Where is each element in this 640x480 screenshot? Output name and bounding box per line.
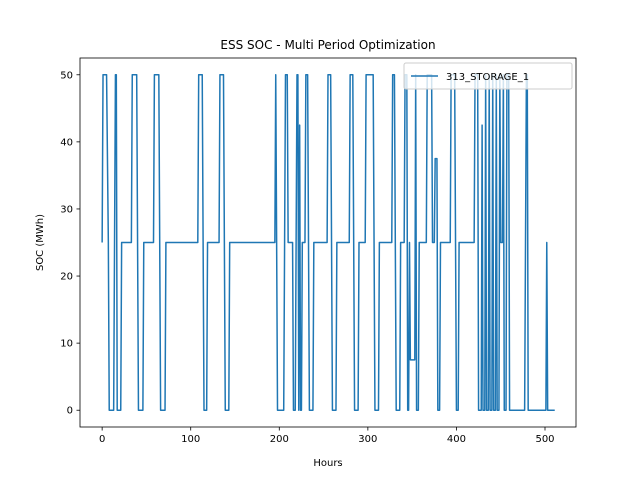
y-tick-label: 0 xyxy=(67,406,73,417)
series-line-313-storage-1 xyxy=(101,74,555,411)
x-tick-label: 400 xyxy=(447,434,466,445)
axes-frame xyxy=(79,57,577,428)
y-tick-label: 40 xyxy=(60,137,73,148)
chart-title: ESS SOC - Multi Period Optimization xyxy=(220,38,435,52)
x-tick-label: 100 xyxy=(181,434,200,445)
x-tick-label: 0 xyxy=(99,434,105,445)
legend: 313_STORAGE_1 xyxy=(403,62,573,90)
x-axis-ticks: 0 100 200 300 400 500 xyxy=(99,427,555,445)
y-tick-label: 50 xyxy=(60,70,73,81)
y-axis-label: SOC (MWh) xyxy=(35,214,46,271)
legend-label: 313_STORAGE_1 xyxy=(446,72,529,83)
x-tick-label: 300 xyxy=(358,434,377,445)
y-tick-label: 30 xyxy=(60,204,73,215)
x-tick-label: 200 xyxy=(270,434,289,445)
legend-box xyxy=(403,62,573,90)
x-axis-label: Hours xyxy=(313,458,342,469)
y-tick-label: 10 xyxy=(60,339,73,350)
plot-area xyxy=(79,57,577,428)
y-axis-ticks: 0 10 20 30 40 50 xyxy=(60,70,80,417)
y-tick-label: 20 xyxy=(60,272,73,283)
x-tick-label: 500 xyxy=(535,434,554,445)
